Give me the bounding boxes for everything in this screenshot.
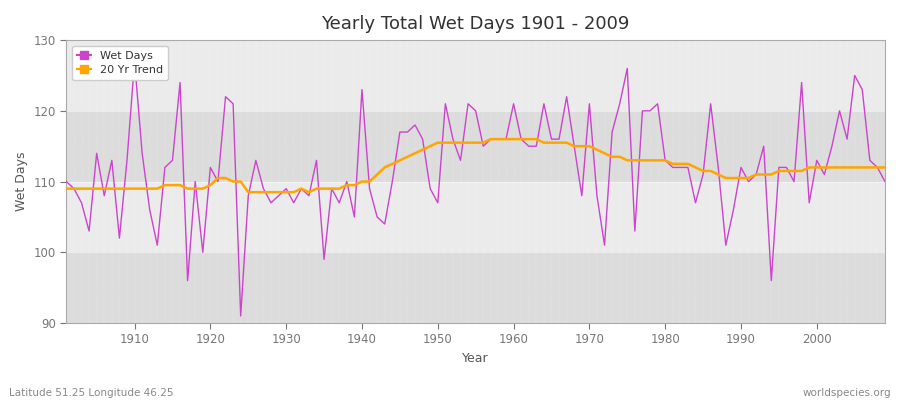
Wet Days (303, 193, 314, 198)
20 Yr Trend (516, 137, 526, 142)
Wet Days (523, 144, 534, 149)
Wet Days (61, 179, 72, 184)
20 Yr Trend (243, 190, 254, 194)
20 Yr Trend (879, 165, 890, 170)
Line: Wet Days: Wet Days (67, 61, 885, 316)
Text: Latitude 51.25 Longitude 46.25: Latitude 51.25 Longitude 46.25 (9, 388, 174, 398)
20 Yr Trend (122, 186, 132, 191)
Text: worldspecies.org: worldspecies.org (803, 388, 891, 398)
Y-axis label: Wet Days: Wet Days (15, 152, 28, 211)
Wet Days (615, 101, 626, 106)
Bar (67, 182, 885, 252)
Wet Days (130, 59, 140, 64)
20 Yr Trend (296, 186, 307, 191)
Wet Days (879, 179, 890, 184)
Line: 20 Yr Trend: 20 Yr Trend (67, 139, 885, 192)
20 Yr Trend (485, 137, 496, 142)
Wet Days (516, 137, 526, 142)
Wet Days (122, 158, 132, 163)
Bar (67, 40, 885, 111)
Legend: Wet Days, 20 Yr Trend: Wet Days, 20 Yr Trend (72, 46, 168, 80)
Wet Days (235, 314, 246, 318)
Bar (67, 252, 885, 323)
20 Yr Trend (341, 183, 352, 188)
Title: Yearly Total Wet Days 1901 - 2009: Yearly Total Wet Days 1901 - 2009 (321, 15, 630, 33)
20 Yr Trend (615, 154, 626, 159)
20 Yr Trend (61, 186, 72, 191)
20 Yr Trend (523, 137, 534, 142)
Bar (67, 111, 885, 182)
Wet Days (349, 214, 360, 219)
X-axis label: Year: Year (463, 352, 489, 365)
